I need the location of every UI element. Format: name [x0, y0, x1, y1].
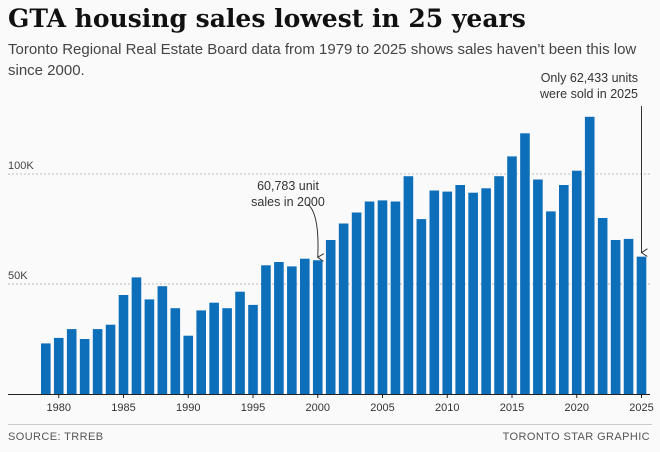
x-tick-label: 2005 — [370, 402, 394, 414]
x-tick-label: 1990 — [176, 402, 200, 414]
bar-1987 — [144, 299, 155, 394]
annotation-2025: Only 62,433 units were sold in 2025 — [539, 71, 638, 101]
bar-1992 — [209, 302, 219, 394]
bar-1982 — [79, 339, 90, 394]
bar-2001 — [325, 240, 336, 394]
x-tick-label: 2015 — [500, 402, 524, 414]
bar-2018 — [546, 211, 556, 394]
annotations: 60,783 unit sales in 2000 Only 62,433 unit… — [251, 71, 641, 257]
bar-2004 — [364, 201, 375, 394]
bar-1989 — [170, 308, 181, 394]
bar-2016 — [520, 133, 530, 395]
bar-1997 — [274, 262, 284, 394]
bar-2022 — [597, 218, 608, 394]
x-tick-label: 1985 — [111, 402, 135, 414]
bar-2017 — [533, 179, 543, 394]
chart-title: GTA housing sales lowest in 25 years — [8, 4, 526, 33]
bar-1999 — [300, 258, 310, 394]
annotation-2000: 60,783 unit sales in 2000 — [251, 179, 325, 209]
bar-1980 — [53, 337, 64, 394]
y-tick-label: 100K — [8, 160, 34, 172]
bar-1996 — [261, 265, 271, 394]
bar-2019 — [559, 185, 569, 394]
bar-1984 — [105, 324, 116, 394]
bar-2006 — [390, 201, 401, 394]
x-tick-label: 2010 — [435, 402, 459, 414]
graphic-credit: TORONTO STAR GRAPHIC — [502, 431, 650, 443]
x-axis: 1980 1985 1990 1995 2000 2005 2010 2015 2020 2025 — [8, 394, 654, 414]
bar-2007 — [403, 176, 414, 394]
bar-1990 — [183, 335, 194, 394]
bar-1993 — [222, 308, 232, 394]
bar-2024 — [623, 238, 634, 394]
y-tick-label: 50K — [8, 270, 28, 282]
annotation-arrow-2000 — [307, 203, 318, 257]
bar-2025 — [636, 256, 647, 394]
bar-2014 — [494, 176, 504, 394]
bar-1991 — [196, 310, 206, 394]
bar-2021 — [584, 116, 595, 395]
bar-2012 — [468, 192, 478, 394]
x-tick-label: 2000 — [306, 402, 330, 414]
bar-2015 — [507, 156, 517, 394]
footer-divider — [8, 424, 652, 425]
x-tick-label: 2020 — [565, 402, 589, 414]
bar-2002 — [338, 223, 349, 394]
bar-1998 — [287, 266, 297, 394]
bar-2013 — [481, 188, 491, 394]
bars — [41, 116, 647, 395]
bar-2010 — [442, 191, 453, 394]
bar-1985 — [118, 295, 129, 394]
bar-1979 — [41, 343, 51, 394]
source-note: SOURCE: TRREB — [8, 431, 104, 443]
bar-2003 — [351, 212, 362, 394]
bar-2000 — [312, 260, 323, 394]
bar-2008 — [416, 219, 427, 394]
bar-1986 — [131, 277, 142, 394]
bar-2005 — [377, 200, 388, 394]
x-tick-label: 1995 — [241, 402, 265, 414]
x-tick-label: 1980 — [47, 402, 71, 414]
bar-2011 — [455, 185, 465, 394]
bar-1983 — [92, 329, 103, 394]
chart-subtitle: Toronto Regional Real Estate Board data … — [8, 41, 637, 79]
bar-1981 — [66, 329, 77, 394]
bar-1988 — [157, 286, 168, 394]
bar-2020 — [571, 170, 582, 394]
bar-2023 — [610, 240, 621, 394]
bar-1994 — [235, 291, 245, 394]
bar-1995 — [248, 304, 258, 394]
x-tick-label: 2025 — [629, 402, 653, 414]
bar-2009 — [429, 190, 440, 394]
